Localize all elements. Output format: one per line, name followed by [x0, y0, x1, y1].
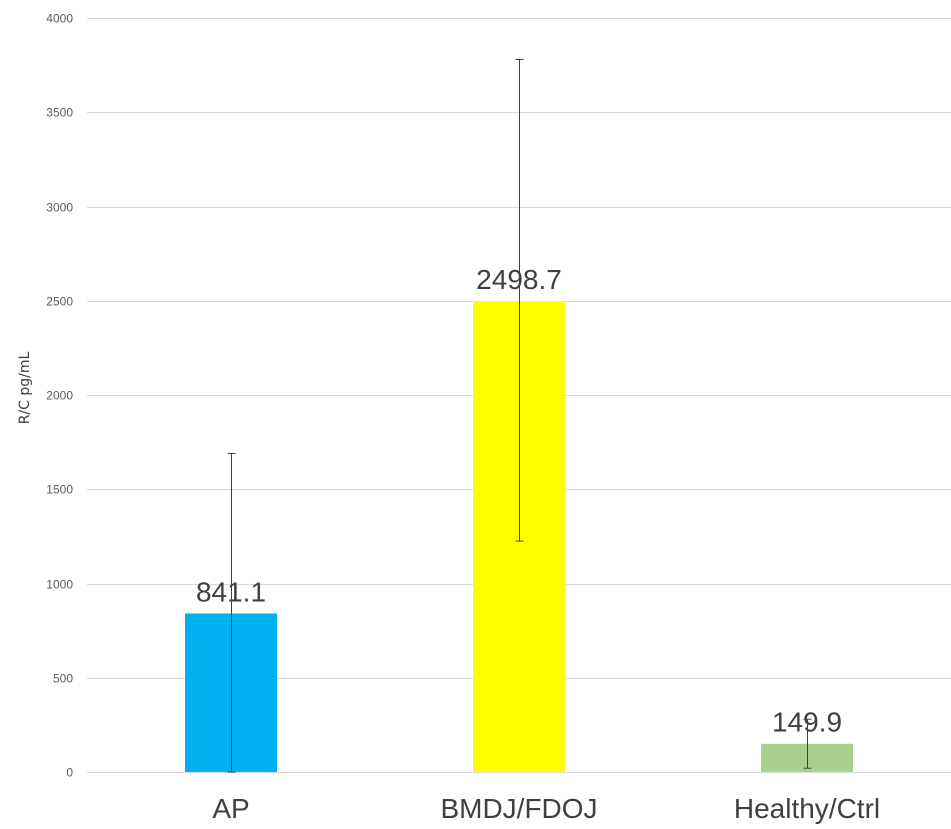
- y-axis-ticks: 0 500 1000 1500 2000 2500 3000 3500 4000: [46, 12, 73, 780]
- y-tick-label: 2000: [46, 389, 73, 403]
- error-bar: [515, 58, 524, 542]
- y-tick-label: 1000: [46, 578, 73, 592]
- data-labels: 841.1 2498.7 149.9: [196, 264, 842, 738]
- y-axis-title: R/C pg/mL: [17, 352, 33, 425]
- x-category-label: Healthy/Ctrl: [734, 793, 880, 824]
- data-label: 841.1: [196, 576, 266, 607]
- y-tick-label: 3500: [46, 106, 73, 120]
- y-tick-label: 500: [53, 672, 73, 686]
- x-category-label: BMDJ/FDOJ: [440, 793, 597, 824]
- y-tick-label: 4000: [46, 12, 73, 26]
- x-axis-categories: AP BMDJ/FDOJ Healthy/Ctrl: [212, 793, 880, 824]
- data-label: 149.9: [772, 707, 842, 738]
- y-tick-label: 0: [66, 766, 73, 780]
- y-tick-label: 2500: [46, 295, 73, 309]
- x-category-label: AP: [212, 793, 249, 824]
- error-bars: [227, 58, 812, 773]
- y-tick-label: 1500: [46, 483, 73, 497]
- error-bar: [803, 718, 812, 769]
- data-label: 2498.7: [476, 264, 562, 295]
- y-tick-label: 3000: [46, 201, 73, 215]
- error-bar: [227, 452, 236, 773]
